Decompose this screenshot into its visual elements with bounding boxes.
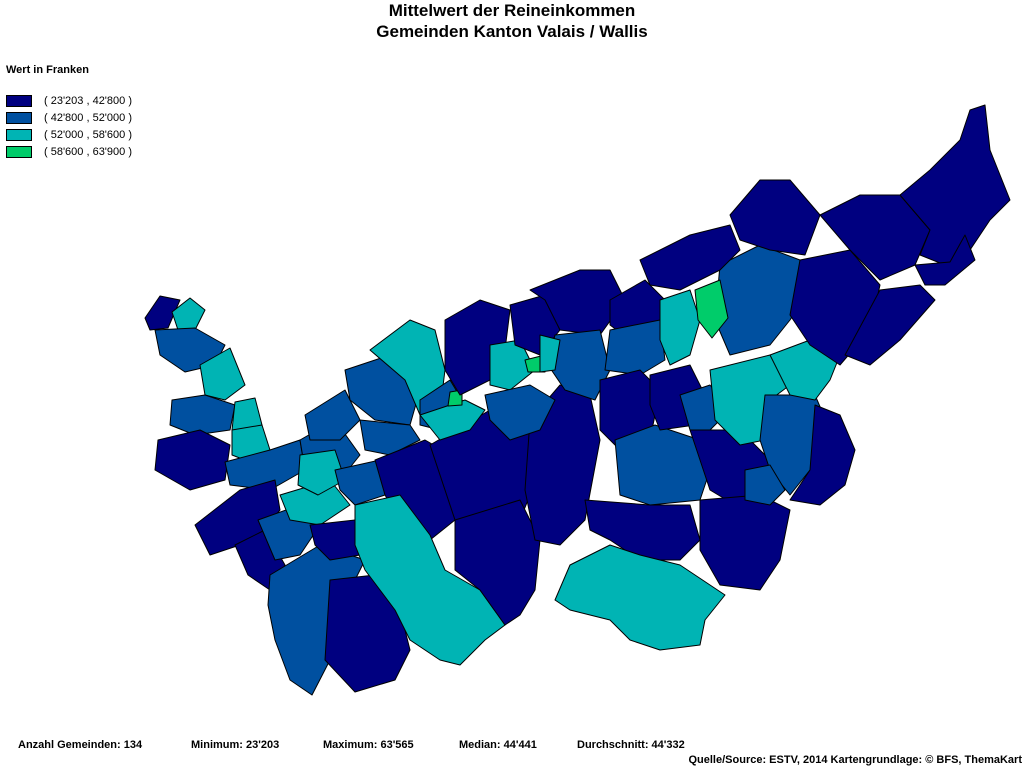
legend-item: ( 42'800 , 52'000 ) (6, 111, 132, 124)
map-region (699, 494, 791, 591)
stat-minimum: Minimum: 23'203 (191, 739, 280, 751)
map-region (899, 104, 1011, 266)
legend-swatch (6, 94, 32, 107)
legend-item: ( 52'000 , 58'600 ) (6, 128, 132, 141)
map-region (194, 479, 281, 556)
legend-swatch (6, 111, 32, 124)
map-region (539, 334, 561, 373)
map-region (914, 234, 976, 286)
stat-mean: Durchschnitt: 44'332 (577, 739, 685, 751)
map-regions (144, 104, 1011, 696)
map-region (844, 284, 936, 366)
map-region (584, 499, 701, 561)
map-region (154, 429, 231, 491)
map-region (199, 347, 246, 401)
map-region (309, 519, 361, 561)
map-region (639, 224, 741, 291)
legend-label: ( 42'800 , 52'000 ) (44, 111, 132, 124)
map-subtitle: Gemeinden Kanton Valais / Wallis (376, 22, 648, 41)
map-region (759, 394, 831, 496)
map-region (169, 394, 236, 436)
map-region (171, 297, 206, 331)
map-region (604, 319, 666, 376)
source-note: Quelle/Source: ESTV, 2014 Kartengrundlag… (688, 754, 1022, 766)
map-region (484, 384, 556, 441)
map-title: Mittelwert der Reineinkommen (388, 1, 636, 20)
stat-maximum: Maximum: 63'565 (323, 739, 414, 751)
legend-swatch (6, 128, 32, 141)
stat-median: Median: 44'441 (459, 739, 537, 751)
legend-swatch (6, 145, 32, 158)
legend-label: ( 58'600 , 63'900 ) (44, 145, 132, 158)
map-region (304, 389, 361, 441)
map-region (554, 544, 726, 651)
map-region (297, 449, 346, 496)
map-region (729, 179, 821, 256)
map-region (789, 404, 856, 506)
legend-label: ( 52'000 , 58'600 ) (44, 128, 132, 141)
map-region (659, 289, 701, 366)
map-region (354, 494, 506, 666)
stat-count: Anzahl Gemeinden: 134 (18, 739, 143, 751)
choropleth-map (144, 104, 1011, 696)
legend-label: ( 23'203 , 42'800 ) (44, 94, 132, 107)
map-region (454, 499, 541, 626)
legend-item: ( 23'203 , 42'800 ) (6, 94, 132, 107)
map-region (744, 464, 786, 506)
map-region (334, 459, 386, 506)
legend-item: ( 58'600 , 63'900 ) (6, 145, 132, 158)
map-region (694, 279, 729, 339)
legend-heading: Wert in Franken (6, 64, 89, 76)
